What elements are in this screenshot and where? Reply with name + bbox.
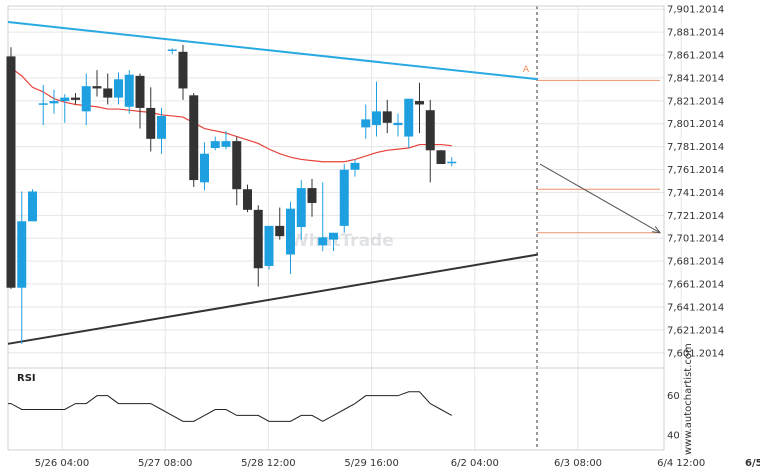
candle-body bbox=[71, 97, 80, 100]
y-tick-label: 7,781.2014 bbox=[667, 142, 724, 153]
candle-body bbox=[404, 98, 414, 137]
projection-line bbox=[539, 163, 661, 234]
trendlines bbox=[7, 21, 539, 345]
side-label: www.autochartist.com bbox=[683, 343, 694, 455]
y-tick-label: 7,721.2014 bbox=[667, 211, 724, 222]
price-levels bbox=[537, 79, 660, 234]
support-line bbox=[7, 253, 539, 345]
candle-body bbox=[221, 141, 231, 147]
y-tick-label: 7,761.2014 bbox=[667, 165, 724, 176]
candle-body bbox=[318, 237, 328, 246]
projection-arrowhead bbox=[651, 226, 662, 234]
candle-body bbox=[167, 49, 177, 52]
candle-body bbox=[103, 88, 113, 98]
candle-body bbox=[17, 221, 27, 288]
x-tick-label: 5/29 16:00 bbox=[344, 458, 398, 469]
y-tick-label: 7,821.2014 bbox=[667, 96, 724, 107]
candle-body bbox=[60, 97, 70, 102]
candle-body bbox=[178, 51, 188, 89]
candle-body bbox=[157, 115, 166, 139]
projection: A bbox=[523, 65, 662, 234]
candle-body bbox=[372, 111, 381, 126]
watermark: WhatTrade bbox=[290, 231, 394, 251]
y-tick-label: 7,801.2014 bbox=[667, 119, 724, 130]
candle-body bbox=[425, 110, 435, 151]
candle-body bbox=[114, 79, 123, 98]
y-tick-label: 7,661.2014 bbox=[667, 280, 724, 291]
candle-body bbox=[286, 208, 295, 255]
candle-body bbox=[200, 153, 209, 183]
candle-body bbox=[253, 209, 263, 269]
candle-body bbox=[38, 103, 48, 105]
x-tick-label: 5/26 04:00 bbox=[35, 458, 89, 469]
y-tick-label: 7,601.2014 bbox=[667, 348, 724, 359]
candle-body bbox=[92, 86, 102, 89]
candle-body bbox=[232, 141, 242, 190]
candle-body bbox=[28, 191, 37, 222]
candle-body bbox=[350, 162, 360, 170]
candle-body bbox=[49, 101, 59, 104]
rsi-label: RSI bbox=[17, 373, 36, 384]
y-axis-ticks: 7,901.2014 7,881.2014 7,861.2014 7,841.2014… bbox=[667, 5, 724, 360]
candle-body bbox=[189, 95, 199, 181]
candle-body bbox=[329, 232, 338, 240]
x-tick-label: 6/4 12:00 bbox=[657, 458, 705, 469]
y-tick-label: 7,621.2014 bbox=[667, 325, 724, 336]
candle-body bbox=[81, 86, 91, 112]
candle-body bbox=[135, 75, 145, 108]
x-axis-ticks: 5/26 04:00 5/27 08:00 5/28 12:00 5/29 16:00… bbox=[35, 458, 760, 469]
x-tick-label: 6/3 08:00 bbox=[554, 458, 602, 469]
gridlines bbox=[8, 6, 682, 450]
candle-body bbox=[264, 225, 274, 266]
candle-body bbox=[393, 122, 403, 126]
candle-body bbox=[447, 161, 457, 164]
candle-body bbox=[243, 189, 252, 210]
candle-body bbox=[6, 56, 16, 288]
chart-border bbox=[7, 5, 665, 451]
candle-body bbox=[275, 225, 285, 237]
candle-body bbox=[436, 150, 446, 165]
candle-body bbox=[415, 101, 424, 105]
y-tick-label: 7,881.2014 bbox=[667, 28, 724, 39]
rsi-panel: 60 40 bbox=[8, 367, 680, 442]
candle-body bbox=[296, 188, 306, 228]
rsi-line bbox=[8, 391, 452, 422]
y-tick-label: 7,841.2014 bbox=[667, 73, 724, 84]
x-tick-label: 6/2 04:00 bbox=[451, 458, 499, 469]
y-tick-label: 7,681.2014 bbox=[667, 257, 724, 268]
y-tick-label: 7,641.2014 bbox=[667, 302, 724, 313]
candles bbox=[6, 44, 457, 344]
candle-body bbox=[339, 169, 349, 226]
candle-body bbox=[361, 119, 371, 128]
y-tick-label: 7,861.2014 bbox=[667, 51, 724, 62]
marker-a-label: A bbox=[523, 65, 530, 75]
resistance-line bbox=[7, 21, 539, 81]
candle-body bbox=[210, 141, 220, 148]
x-tick-label: 5/28 12:00 bbox=[241, 458, 295, 469]
y-tick-label: 7,701.2014 bbox=[667, 234, 724, 245]
rsi-tick-label: 40 bbox=[667, 431, 680, 442]
x-tick-label: 5/27 08:00 bbox=[138, 458, 192, 469]
y-tick-label: 7,741.2014 bbox=[667, 188, 724, 199]
y-tick-label: 7,901.2014 bbox=[667, 5, 724, 16]
candle-body bbox=[146, 107, 156, 139]
candle-body bbox=[382, 111, 392, 123]
rsi-tick-label: 60 bbox=[667, 391, 680, 402]
candle-body bbox=[307, 188, 317, 203]
x-tick-label: 6/5 20:00 bbox=[745, 458, 760, 469]
candle-body bbox=[124, 74, 134, 107]
